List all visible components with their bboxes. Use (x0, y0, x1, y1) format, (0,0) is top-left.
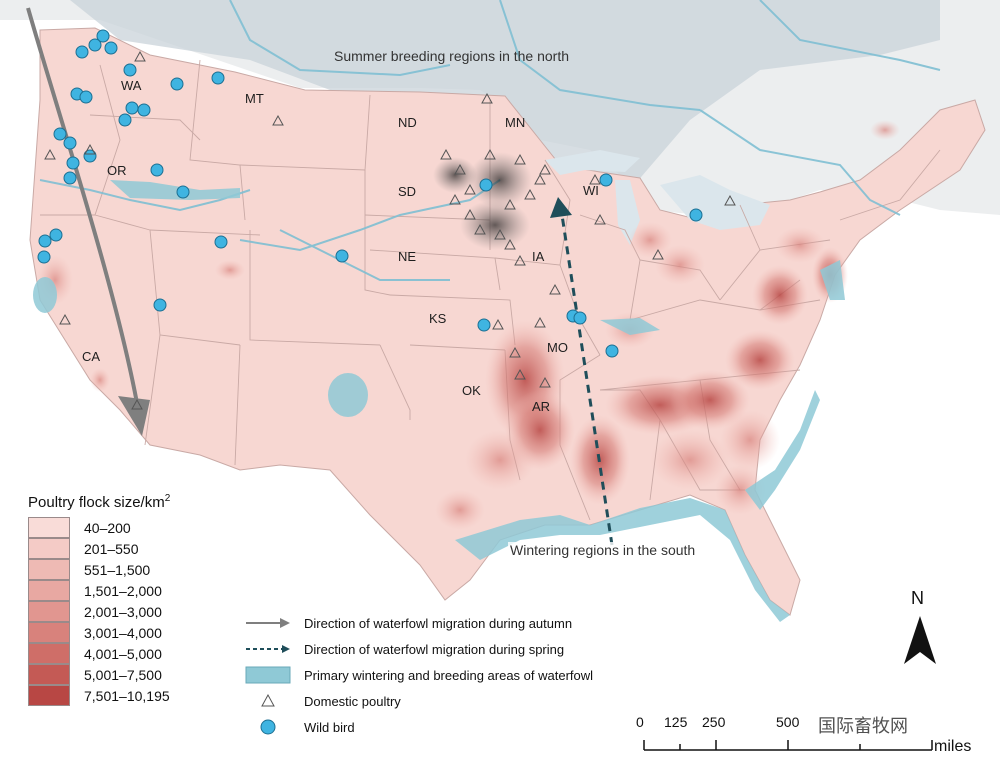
great-lakes-east (660, 175, 770, 230)
north-letter: N (911, 588, 924, 608)
legend-row: 40–200 (28, 517, 228, 538)
legend-swatch (28, 622, 70, 643)
autumn-migration-arrow (26, 7, 142, 421)
south-region-label: Wintering regions in the south (508, 542, 698, 558)
legend-label: 5,001–7,500 (84, 666, 162, 683)
wild-bird-points (37, 29, 703, 358)
legend-label: 4,001–5,000 (84, 645, 162, 662)
scale-tick-500: 500 (776, 714, 800, 730)
legend-title-text: Poultry flock size/km (28, 494, 165, 511)
legend-swatch (28, 664, 70, 685)
state-label-nd: ND (398, 115, 417, 130)
waterfowl-area-swatch (244, 664, 292, 686)
legend-label: 2,001–3,000 (84, 603, 162, 620)
legend-swatch (28, 559, 70, 580)
legend-title: Poultry flock size/km2 (28, 493, 228, 511)
spring-arrow-symbol (244, 638, 292, 660)
autumn-arrow-head (118, 396, 150, 436)
legend-rows: 40–200 201–550 551–1,500 1,501–2,000 2,0… (28, 517, 228, 706)
state-label-ia: IA (532, 249, 545, 264)
state-label-ok: OK (462, 383, 481, 398)
circle-icon (244, 716, 292, 738)
dark-poultry-clusters (433, 152, 532, 250)
state-label-ar: AR (532, 399, 551, 414)
state-label-wa: WA (121, 78, 142, 93)
scale-tick-0: 0 (636, 714, 644, 730)
waterfowl-areas (33, 180, 845, 622)
legend-label: 3,001–4,000 (84, 624, 162, 641)
key-row-poultry: Domestic poultry (244, 688, 664, 714)
map-key: Direction of waterfowl migration during … (244, 610, 664, 740)
key-row-spring: Direction of waterfowl migration during … (244, 636, 664, 662)
scale-unit: miles (934, 738, 972, 755)
autumn-arrow-symbol (244, 612, 292, 634)
legend-swatch (28, 517, 70, 538)
key-row-areas: Primary wintering and breeding areas of … (244, 662, 664, 688)
lake-superior (545, 150, 640, 175)
scale-tick-250: 250 (702, 714, 726, 730)
state-label-ca: CA (82, 349, 101, 364)
legend-row: 201–550 (28, 538, 228, 559)
legend-row: 4,001–5,000 (28, 643, 228, 664)
watermark: 国际畜牧网 (818, 716, 908, 736)
legend-label: 201–550 (84, 540, 139, 557)
key-row-wild: Wild bird (244, 714, 664, 740)
state-label-ne: NE (398, 249, 417, 264)
key-label-spring: Direction of waterfowl migration during … (304, 641, 565, 657)
scale-tick-125: 125 (664, 714, 688, 730)
state-label-sd: SD (398, 184, 417, 199)
domestic-poultry-points (44, 50, 736, 410)
legend-label: 551–1,500 (84, 561, 151, 578)
legend-title-superscript: 2 (164, 493, 171, 504)
legend-row: 5,001–7,500 (28, 664, 228, 685)
north-arrow-icon (904, 616, 936, 664)
key-label-areas: Primary wintering and breeding areas of … (304, 667, 594, 683)
key-row-autumn: Direction of waterfowl migration during … (244, 610, 664, 636)
scale-bar-graphic (643, 740, 933, 751)
legend-row: 551–1,500 (28, 559, 228, 580)
legend-row: 2,001–3,000 (28, 601, 228, 622)
spring-arrow-head (550, 197, 572, 218)
triangle-icon (244, 690, 292, 712)
legend-label: 40–200 (84, 519, 131, 536)
key-label-wild: Wild bird (304, 719, 355, 735)
legend-swatch (28, 685, 70, 706)
state-label-mt: MT (245, 91, 264, 106)
state-label-mo: MO (547, 340, 568, 355)
legend-swatch (28, 643, 70, 664)
legend-swatch (28, 538, 70, 559)
legend-label: 1,501–2,000 (84, 582, 162, 599)
state-label-or: OR (107, 163, 127, 178)
legend-swatch (28, 601, 70, 622)
legend-swatch (28, 580, 70, 601)
state-label-ks: KS (429, 311, 447, 326)
key-label-poultry: Domestic poultry (304, 693, 401, 709)
scale-bar: 0 125 250 500 miles (636, 714, 986, 764)
legend-row: 3,001–4,000 (28, 622, 228, 643)
legend-label: 7,501–10,195 (84, 687, 170, 704)
legend-row: 7,501–10,195 (28, 685, 228, 706)
key-label-autumn: Direction of waterfowl migration during … (304, 615, 573, 631)
legend-row: 1,501–2,000 (28, 580, 228, 601)
state-label-mn: MN (505, 115, 526, 130)
north-region-label: Summer breeding regions in the north (334, 48, 570, 64)
poultry-legend: Poultry flock size/km2 40–200 201–550 55… (28, 493, 228, 706)
state-label-wi: WI (583, 183, 599, 198)
